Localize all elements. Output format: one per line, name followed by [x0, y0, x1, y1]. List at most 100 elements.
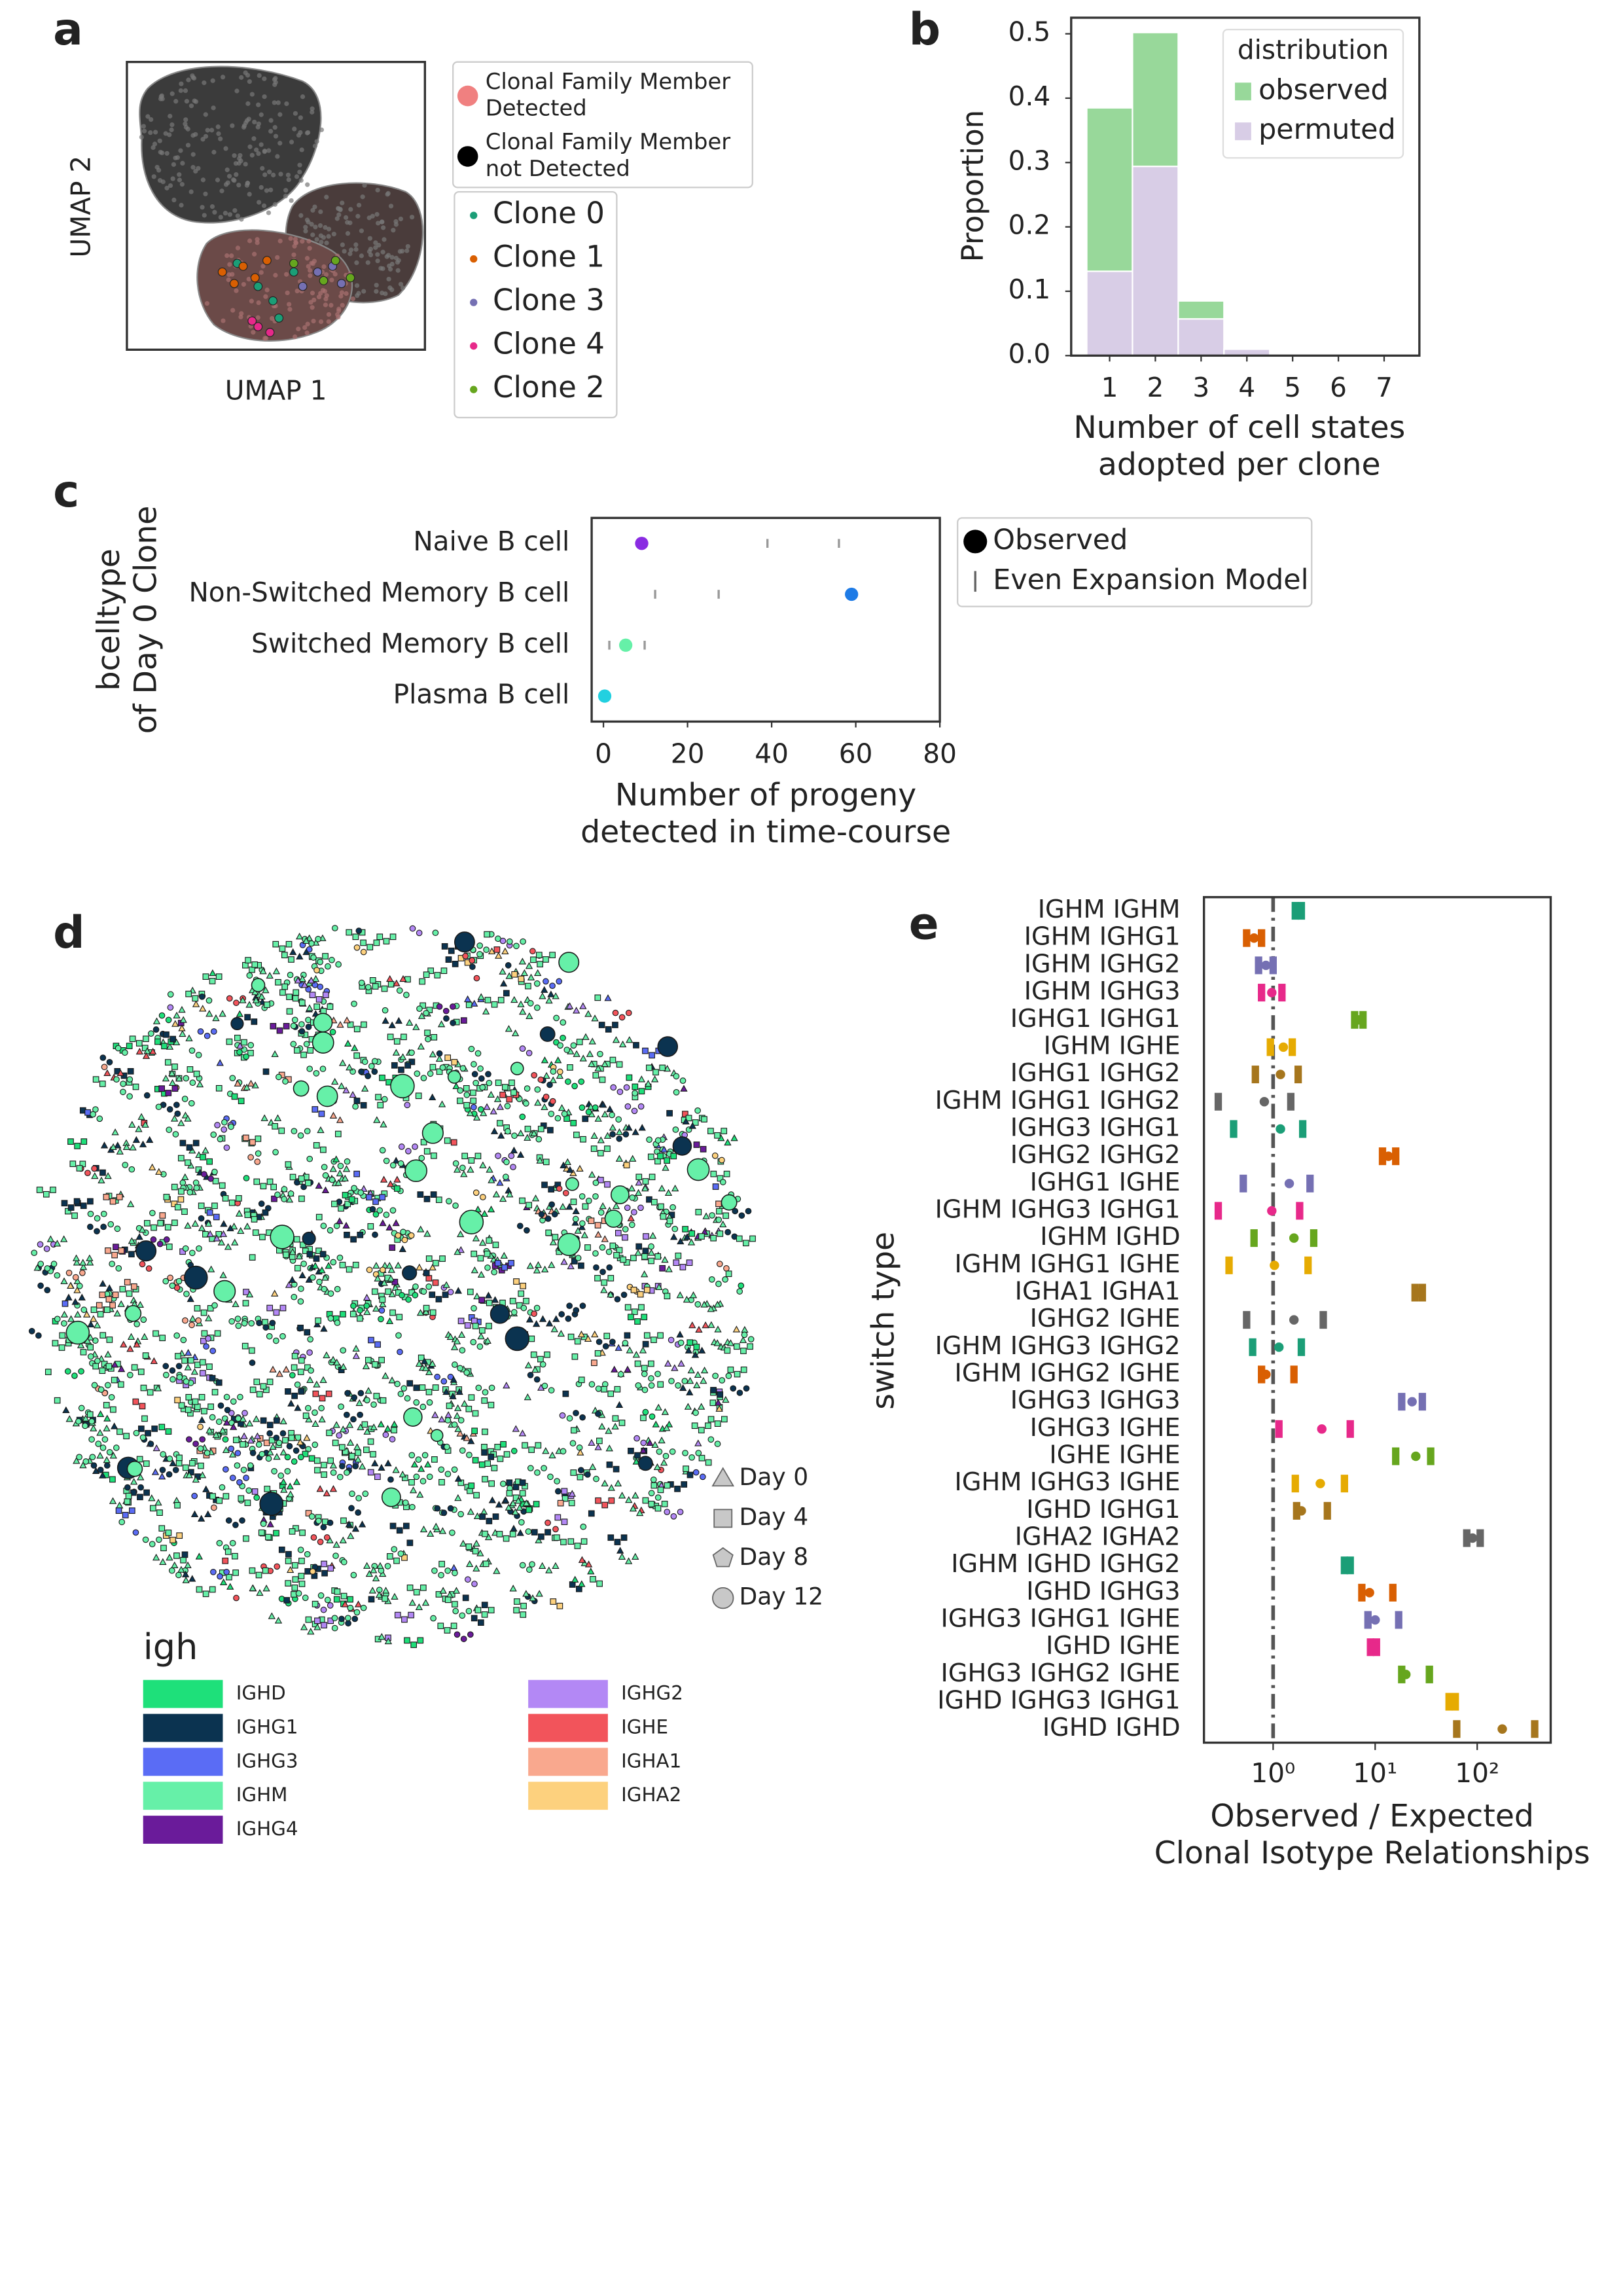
network-node [478, 1075, 485, 1082]
network-node [312, 1409, 318, 1416]
network-hub [213, 1280, 236, 1302]
cloud-dot [398, 216, 404, 222]
network-node [258, 992, 266, 1000]
network-node [423, 1196, 431, 1202]
network-node [654, 1371, 661, 1378]
network-node [382, 1372, 389, 1379]
cloud-dot [251, 251, 257, 257]
interval-end [1395, 1611, 1402, 1629]
network-node [605, 1026, 612, 1033]
cloud-dot [196, 166, 201, 171]
network-node [274, 1114, 282, 1121]
network-node [92, 1076, 99, 1083]
legend-swatch [528, 1748, 608, 1776]
network-node [321, 1560, 327, 1568]
network-node [262, 1209, 269, 1216]
network-node [318, 1110, 325, 1117]
network-node [488, 1401, 495, 1408]
network-node [187, 1357, 194, 1364]
network-node [283, 1251, 289, 1259]
cloud-dot [256, 102, 261, 107]
cloud-dot [395, 260, 401, 265]
network-node [389, 933, 397, 941]
network-node [78, 1368, 84, 1375]
network-node [484, 1291, 493, 1299]
network-node [503, 1382, 510, 1389]
network-node [184, 1363, 192, 1371]
network-node [387, 1476, 394, 1483]
network-node [99, 1291, 106, 1299]
cloud-dot [310, 291, 315, 296]
network-node [219, 1010, 226, 1017]
network-node [388, 1021, 396, 1028]
network-node [344, 1039, 352, 1047]
network-node [209, 1586, 216, 1593]
network-node [143, 1460, 150, 1467]
network-node [327, 1519, 334, 1526]
network-node [488, 1176, 495, 1183]
network-node [617, 1371, 624, 1378]
cloud-dot [296, 327, 301, 332]
network-node [162, 1371, 169, 1378]
network-node [497, 1455, 504, 1462]
cloud-dot [273, 272, 278, 278]
network-node [415, 1092, 422, 1100]
network-node [78, 1405, 85, 1412]
network-node [592, 1193, 599, 1200]
network-node [391, 1278, 399, 1285]
network-node [202, 1590, 209, 1598]
network-node [523, 1100, 529, 1107]
network-hub [404, 1159, 428, 1183]
estimate-dot [1278, 1042, 1289, 1052]
network-node [526, 1012, 533, 1019]
network-node [317, 1592, 325, 1599]
cloud-dot [272, 202, 277, 207]
network-node [506, 938, 513, 945]
network-node [566, 1166, 574, 1173]
cloud-dot [329, 302, 334, 308]
network-node [175, 1278, 183, 1285]
estimate-dot [1296, 1506, 1306, 1516]
network-node [195, 1052, 202, 1058]
network-node [185, 1034, 193, 1041]
network-node [73, 1259, 81, 1266]
network-node [82, 1310, 91, 1318]
cloud-dot [306, 219, 311, 224]
network-node [486, 1323, 492, 1329]
legend-label: Clone 3 [493, 283, 605, 317]
network-node [181, 1173, 189, 1180]
network-node [579, 1302, 586, 1309]
network-node [168, 1079, 177, 1086]
network-node [499, 979, 508, 987]
network-node [266, 1378, 274, 1386]
network-node [236, 1479, 243, 1486]
network-node [109, 1143, 117, 1151]
network-node [633, 1042, 639, 1049]
network-node [499, 1480, 507, 1487]
network-node [426, 1399, 433, 1406]
network-node [353, 944, 361, 951]
network-node [441, 943, 448, 950]
network-node [557, 1042, 563, 1049]
network-node [594, 994, 601, 1001]
network-node [749, 1235, 756, 1242]
cloud-dot [294, 288, 300, 294]
network-node [353, 1170, 360, 1177]
network-node [612, 1009, 619, 1016]
network-node [565, 1002, 574, 1009]
network-node [412, 1143, 418, 1150]
network-node [543, 1158, 550, 1166]
network-node [307, 1047, 314, 1054]
network-node [212, 1431, 220, 1438]
network-node [623, 1084, 630, 1091]
network-node [570, 1042, 577, 1049]
network-node [94, 1228, 100, 1235]
network-node [54, 1397, 61, 1404]
network-node [613, 1251, 620, 1259]
network-node [539, 1315, 547, 1322]
cloud-dot [255, 237, 260, 242]
cloud-dot [266, 148, 272, 153]
network-node [156, 1536, 162, 1543]
network-node [710, 1170, 717, 1177]
estimate-dot [1275, 1124, 1285, 1134]
